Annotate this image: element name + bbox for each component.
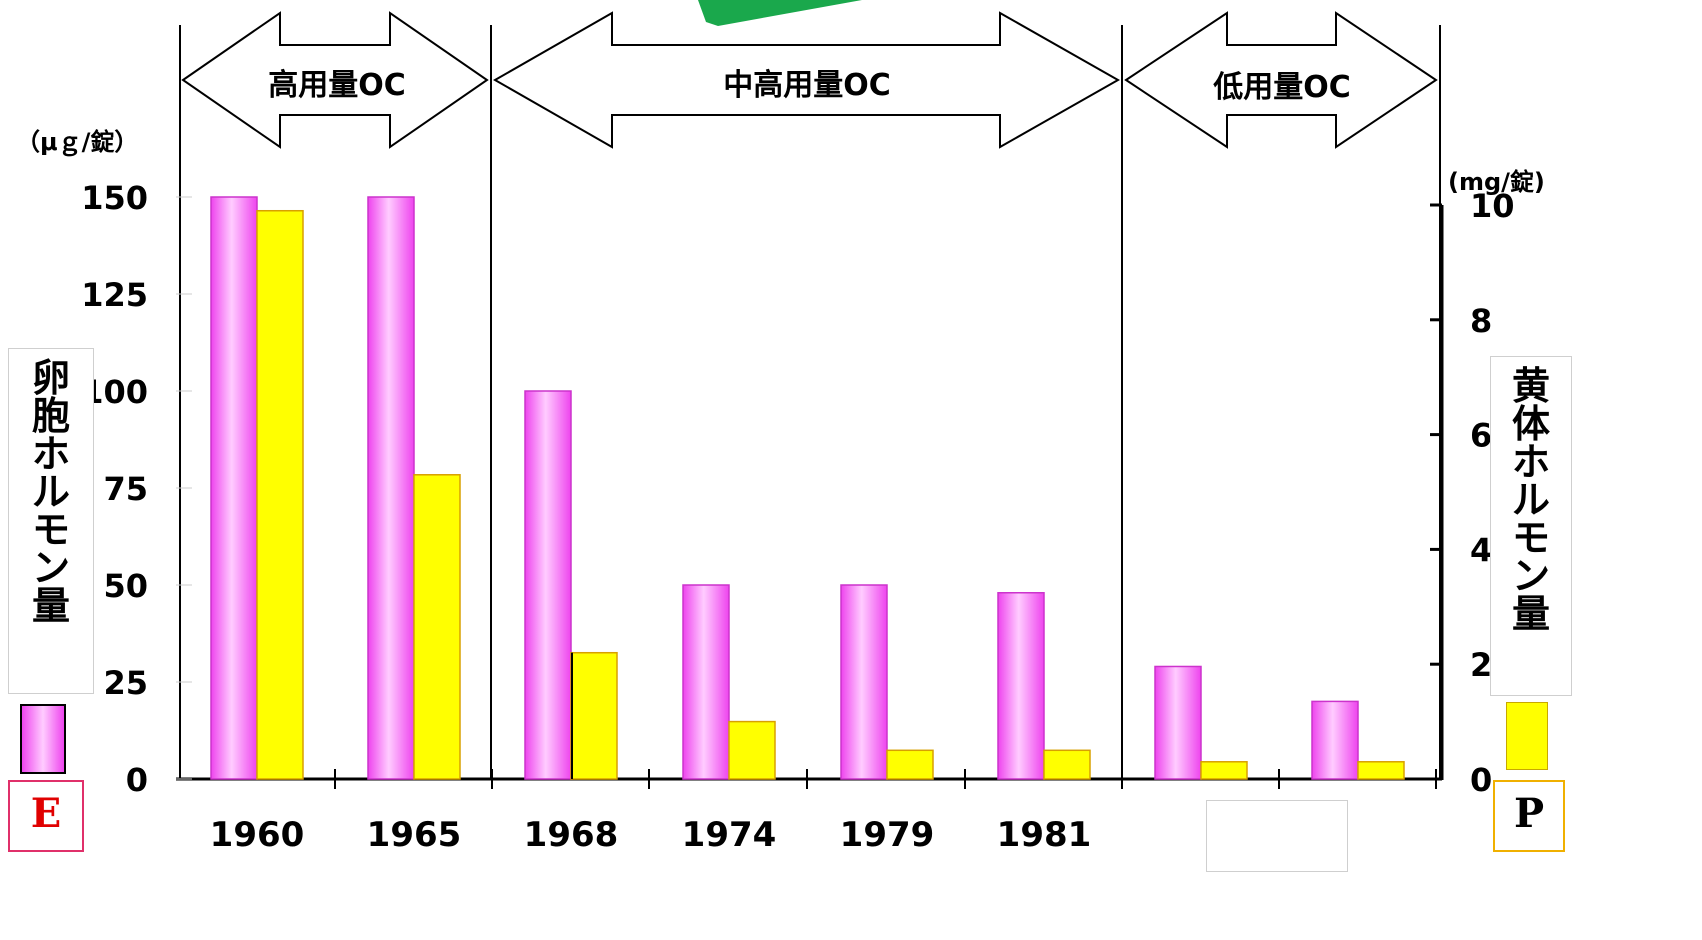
green-banner-shape	[698, 0, 862, 26]
left-tick-label: 150	[81, 179, 148, 217]
bar-p	[1044, 750, 1090, 779]
legend-swatch-e	[20, 704, 66, 774]
right-tick-label: 8	[1470, 302, 1492, 340]
axis-title-char: 量	[1491, 595, 1571, 633]
left-tick-label: 125	[81, 276, 148, 314]
right-tick-label: 2	[1470, 646, 1492, 684]
left-axis-title: 卵胞ホルモン量	[8, 348, 94, 694]
right-tick-label: 4	[1470, 531, 1492, 569]
axis-title-char: 黄	[1491, 367, 1571, 405]
bar-p	[414, 475, 460, 779]
category-label: 1981	[997, 815, 1092, 855]
right-axis-title: 黄体ホルモン量	[1490, 356, 1572, 696]
legend-swatch-p	[1506, 702, 1548, 770]
bar-p	[257, 211, 303, 779]
bar-e	[998, 593, 1044, 779]
axis-title-char: 量	[9, 587, 93, 625]
category-label: 1979	[840, 815, 935, 855]
category-label: 1960	[210, 815, 305, 855]
right-tick-label: 0	[1470, 761, 1492, 799]
legend-code-p: P	[1493, 780, 1565, 852]
legend-code-e: E	[8, 780, 84, 852]
category-label: 1968	[524, 815, 619, 855]
right-tick-label: 6	[1470, 417, 1492, 455]
axis-title-char: 卵	[9, 359, 93, 397]
bar-e	[211, 197, 257, 779]
period-label: 低用量OC	[1212, 70, 1351, 105]
left-tick-label: 75	[103, 470, 148, 508]
right-tick-label: 10	[1470, 187, 1515, 225]
axis-title-char: モ	[9, 511, 93, 549]
left-tick-label: 25	[103, 664, 148, 702]
axis-title-char: ン	[9, 549, 93, 587]
bar-e	[1312, 701, 1358, 779]
period-label: 高用量OC	[268, 68, 406, 103]
bar-p	[729, 722, 775, 779]
bar-e	[525, 391, 571, 779]
period-label: 中高用量OC	[723, 68, 891, 103]
category-label-1990-box	[1206, 800, 1348, 872]
bar-p	[887, 750, 933, 779]
left-tick-label: 50	[103, 567, 148, 605]
bar-e	[1155, 666, 1201, 779]
bar-e	[368, 197, 414, 779]
bar-p	[1201, 762, 1247, 779]
axis-title-char: ホ	[9, 435, 93, 473]
axis-title-char: モ	[1491, 519, 1571, 557]
axis-title-char: ン	[1491, 557, 1571, 595]
category-label: 1965	[367, 815, 462, 855]
bar-e	[683, 585, 729, 779]
category-label: 1974	[682, 815, 777, 855]
axis-title-char: ホ	[1491, 443, 1571, 481]
axis-title-char: 体	[1491, 405, 1571, 443]
axis-title-char: 胞	[9, 397, 93, 435]
bar-e	[841, 585, 887, 779]
left-axis-unit: （μｇ/錠）	[16, 128, 138, 157]
left-tick-label: 0	[126, 761, 148, 799]
axis-title-char: ル	[1491, 481, 1571, 519]
axis-title-char: ル	[9, 473, 93, 511]
bar-p	[571, 653, 617, 779]
bar-p	[1358, 762, 1404, 779]
